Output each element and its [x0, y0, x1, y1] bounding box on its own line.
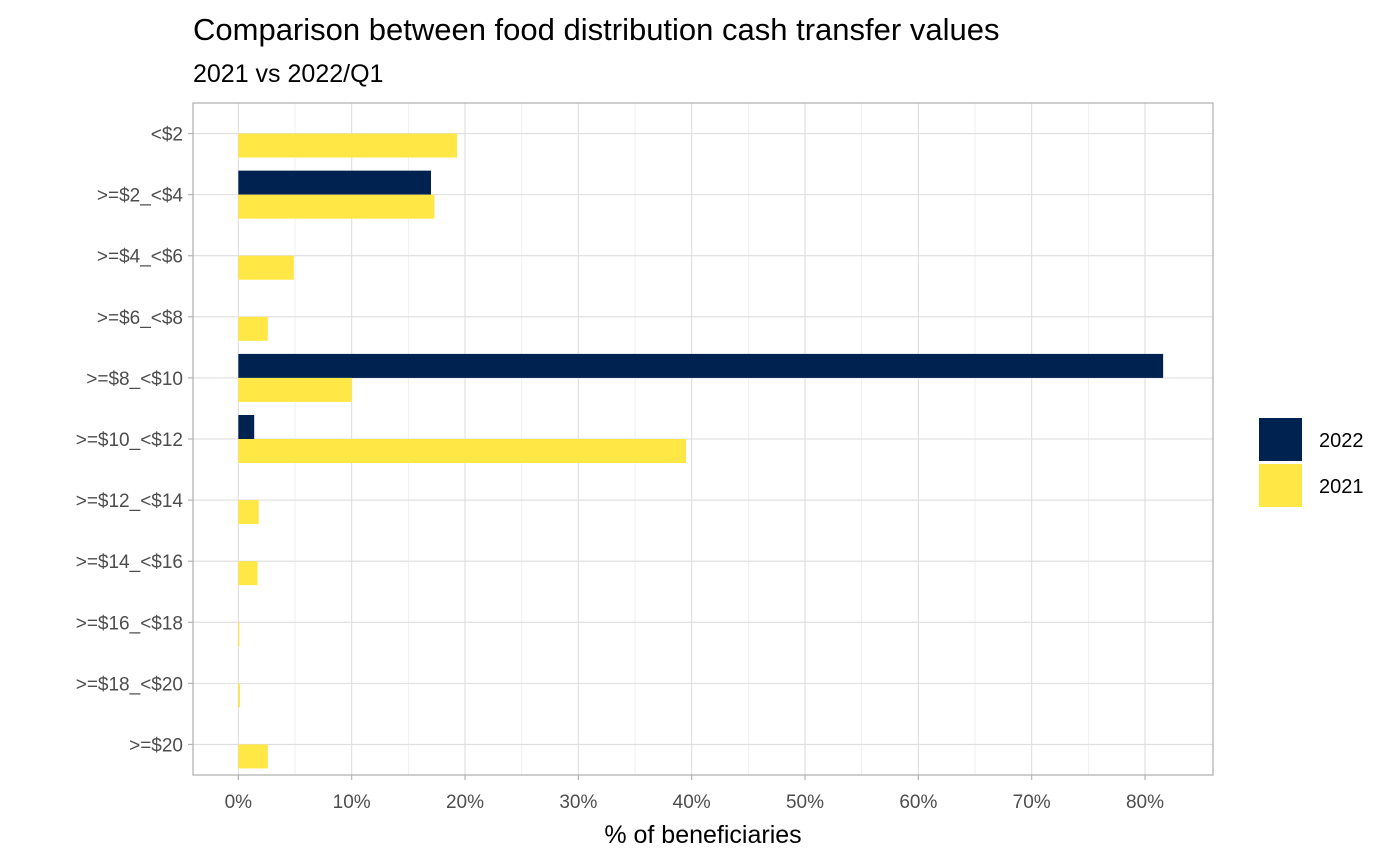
bar-2021 — [238, 194, 435, 219]
legend-key-2022 — [1259, 418, 1302, 461]
x-tick-label: 50% — [786, 792, 824, 813]
x-tick-label: 30% — [559, 792, 597, 813]
bar-2021 — [238, 561, 258, 586]
y-tick-label: >=$20 — [129, 735, 183, 756]
bar-2021 — [238, 316, 268, 341]
bar-2021 — [238, 622, 240, 647]
y-tick-label: >=$18_<$20 — [76, 674, 183, 695]
y-tick-label: <$2 — [151, 125, 183, 146]
bar-2021 — [238, 439, 687, 463]
legend-key-2021 — [1259, 464, 1302, 507]
x-tick-label: 10% — [333, 792, 371, 813]
x-axis-ticks: 0% 10% 20% 30% 40% 50% 60% 70% 80% — [225, 775, 1164, 813]
panel-border — [192, 102, 1214, 776]
y-tick-label: >=$8_<$10 — [86, 369, 183, 390]
y-tick-label: >=$16_<$18 — [76, 613, 183, 634]
y-axis-ticks: >=$20 >=$18_<$20 >=$16_<$18 >=$14_<$16 >=$12… — [76, 125, 193, 756]
bar-2021 — [238, 683, 241, 708]
y-tick-label: >=$10_<$12 — [76, 430, 183, 451]
chart-title: Comparison between food distribution cas… — [193, 12, 1000, 47]
x-tick-label: 60% — [899, 792, 937, 813]
x-tick-label: 80% — [1126, 792, 1164, 813]
bar-2022 — [238, 353, 1164, 378]
bar-2021 — [238, 500, 259, 525]
bar-2021 — [238, 133, 458, 158]
y-tick-label: >=$14_<$16 — [76, 552, 183, 573]
bar-2022 — [238, 170, 431, 195]
legend-label-2021: 2021 — [1319, 476, 1364, 498]
bars — [238, 133, 1164, 769]
bar-2021 — [238, 377, 352, 402]
bar-2021 — [238, 255, 294, 280]
y-tick-label: >=$12_<$14 — [76, 491, 184, 512]
grid-lines — [193, 103, 1213, 775]
y-tick-label: >=$2_<$4 — [97, 186, 184, 207]
chart-subtitle: 2021 vs 2022/Q1 — [193, 60, 384, 88]
x-axis-title: % of beneficiaries — [604, 821, 801, 849]
bar-2022 — [238, 415, 255, 439]
bar-2021 — [238, 744, 268, 769]
y-tick-label: >=$4_<$6 — [97, 247, 183, 268]
legend: 2022 2021 — [1259, 418, 1364, 507]
x-tick-label: 20% — [446, 792, 484, 813]
legend-label-2022: 2022 — [1319, 430, 1364, 452]
y-tick-label: >=$6_<$8 — [97, 308, 183, 329]
x-tick-label: 40% — [673, 792, 711, 813]
x-tick-label: 70% — [1013, 792, 1051, 813]
x-tick-label: 0% — [225, 792, 253, 813]
